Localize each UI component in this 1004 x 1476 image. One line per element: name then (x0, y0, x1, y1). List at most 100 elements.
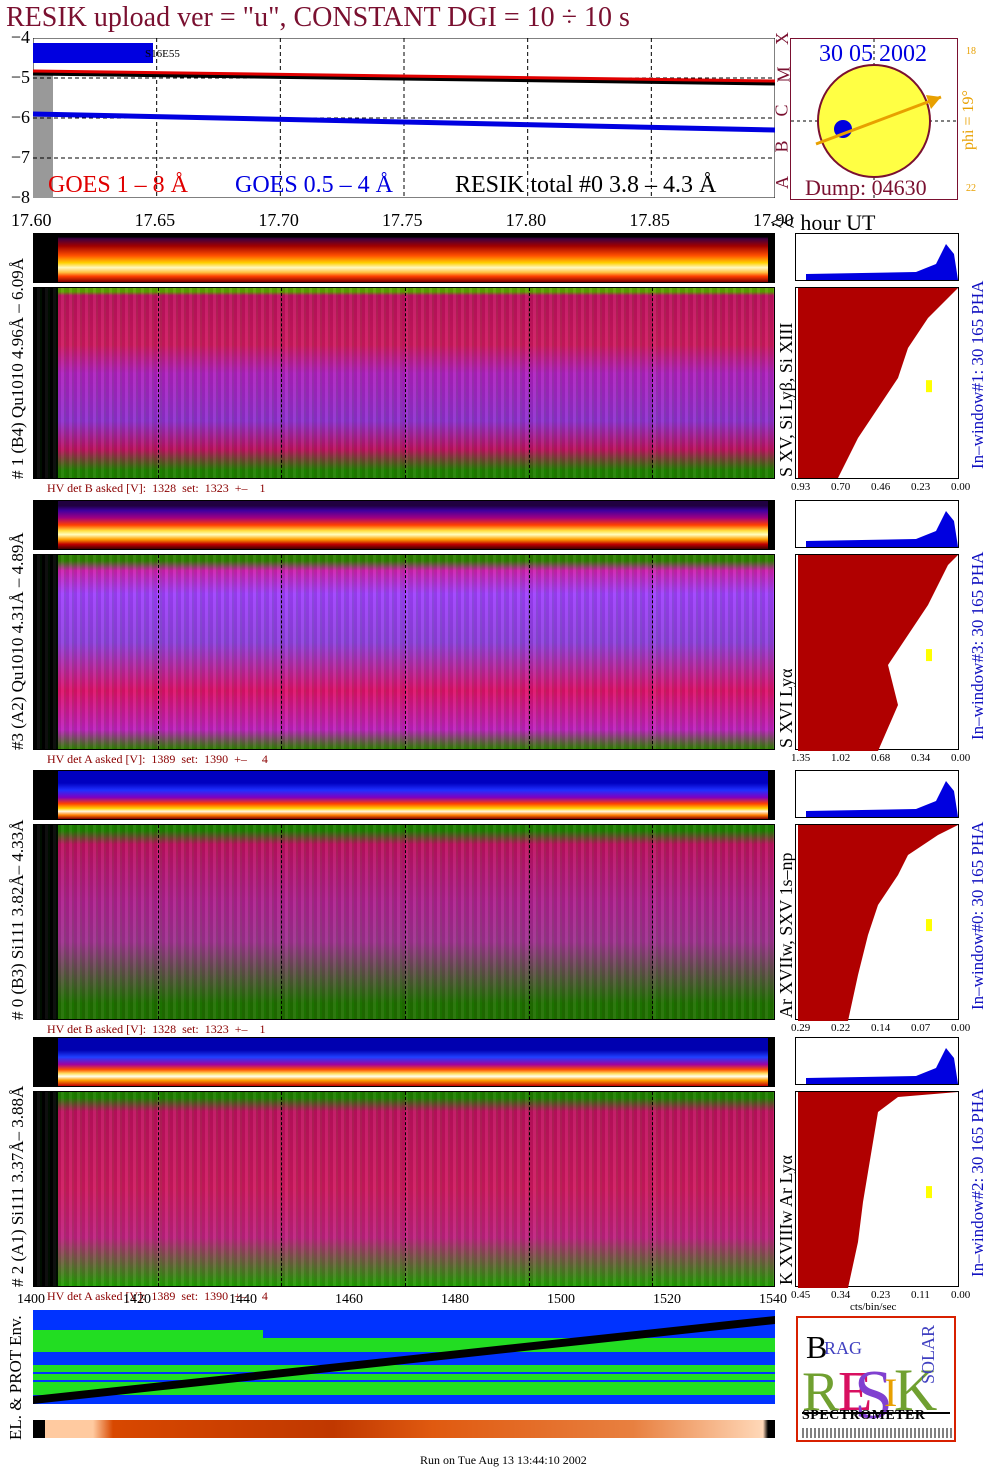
resik-logo: B RAG R E S I K SOLAR SPECTROMETER (796, 1316, 956, 1442)
channel-3-pha-tick: 0.00 (951, 1289, 971, 1301)
env-panel (33, 1310, 775, 1404)
svg-text:I: I (884, 1370, 897, 1415)
channel-3-pha-label: In–window#2: 30 165 PHA (968, 1088, 987, 1277)
phi-side-top: 18 (966, 46, 976, 57)
channel-3-spectrogram (33, 1091, 775, 1287)
channel-3-pha-tick: 0.23 (871, 1289, 891, 1301)
legend-resik: RESIK total #0 3.8 – 4.3 Å (455, 172, 717, 198)
channel-1-pha-tick: 1.35 (791, 752, 811, 764)
channel-0-pha-top (795, 233, 959, 281)
footer-run-info: Run on Tue Aug 13 13:44:10 2002 (420, 1453, 587, 1467)
svg-text:RAG: RAG (824, 1338, 862, 1358)
channel-2-pha-tick: 0.14 (871, 1022, 891, 1034)
channel-2-hv-text: HV det B asked [V]: 1328 set: 1323 +– 1 (47, 1022, 266, 1036)
goes-plot-svg (33, 38, 775, 198)
svg-text:B: B (806, 1329, 827, 1365)
channel-1-hv-text: HV det A asked [V]: 1389 set: 1390 +– 4 (47, 752, 268, 766)
goes-header-bar (33, 43, 153, 63)
channel-2-line-label: Ar XVIIw, SXV 1s–np (776, 852, 796, 1019)
goes-gray-bar (33, 73, 53, 198)
goes-ytick-label: −8 (10, 187, 30, 207)
channel-2-pha-top (795, 770, 959, 818)
legend-goes-red: GOES 1 – 8 Å (48, 172, 189, 198)
channel-0-pha-tick: 0.00 (951, 481, 971, 493)
hour-xtick-label: 17.75 (382, 210, 423, 230)
hour-axis-label: << hour UT (770, 210, 876, 235)
hour-xtick-label: 17.85 (629, 210, 670, 230)
channel-3-line-label: K XVIIIw Ar Lyα (776, 1155, 796, 1285)
channel-1-time-strip (33, 500, 775, 550)
svg-text:SOLAR: SOLAR (918, 1325, 938, 1384)
phi-label: phi = 19° (960, 90, 977, 150)
channel-0-left-label: # 1 (B4) Qu1010 4.96Å – 6.09Å (8, 258, 27, 479)
channel-1-spectrogram (33, 554, 775, 750)
goes-series-line-0 (33, 69, 775, 85)
page-title: RESIK upload ver = "u", CONSTANT DGI = 1… (6, 2, 630, 33)
channel-1-pha-tick: 0.68 (871, 752, 891, 764)
hour-xtick-label: 17.65 (134, 210, 176, 230)
channel-1-pha-tick: 1.02 (831, 752, 851, 764)
bottom-xtick-label: 1440 (229, 1292, 257, 1307)
goes-ytick-label: −4 (10, 27, 30, 47)
logo-fineprint (802, 1428, 952, 1438)
goes-ytick-label: −7 (10, 147, 30, 167)
sun-panel: 30 05 2002 Dump: 04630 (790, 38, 958, 200)
channel-3-time-strip (33, 1037, 775, 1087)
phi-arrow (815, 95, 942, 146)
env-svg (33, 1310, 775, 1404)
goes-plot: S16E55 (33, 38, 775, 198)
channel-3-left-label: # 2 (A1) Si111 3.37Å– 3.88Å (8, 1085, 27, 1287)
channel-3-pha-top (795, 1037, 959, 1085)
env-diagonal-line (33, 1316, 775, 1404)
goes-ytick-label: −6 (10, 107, 30, 127)
channel-0-spectrogram (33, 287, 775, 479)
channel-1-pha-tick: 0.00 (951, 752, 971, 764)
bottom-xtick-label: 1520 (653, 1292, 681, 1307)
logo-svg: B RAG R E S I K SOLAR (802, 1325, 950, 1434)
channel-2-pha-histogram (795, 824, 959, 1021)
channel-1-line-label: S XVI Lyα (776, 668, 796, 748)
channel-2-pha-label: In–window#0: 30 165 PHA (968, 821, 987, 1010)
channel-0-hv-text: HV det B asked [V]: 1328 set: 1323 +– 1 (47, 481, 266, 495)
channel-0-pha-label: In–window#1: 30 165 PHA (968, 280, 987, 469)
channel-1-pha-tick: 0.34 (911, 752, 931, 764)
hour-xtick-label: 17.60 (11, 210, 52, 230)
channel-0-pha-tick: 0.46 (871, 481, 891, 493)
channel-3-pha-tick: 0.11 (911, 1289, 930, 1301)
channel-0-pha-histogram (795, 287, 959, 479)
channel-3-pha-xlabel: cts/bin/sec (850, 1301, 897, 1313)
channel-1-pha-top (795, 500, 959, 548)
channel-0-pha-tick: 0.23 (911, 481, 931, 493)
logo-spectrometer: SPECTROMETER (802, 1408, 926, 1423)
bottom-xtick-label: 1400 (17, 1292, 45, 1307)
channel-3-pha-histogram (795, 1091, 959, 1288)
env-label: EL. & PROT Env. (6, 1315, 25, 1440)
channel-1-pha-label: In–window#3: 30 165 PHA (968, 551, 987, 740)
channel-0-pha-tick: 0.93 (791, 481, 811, 493)
orange-strip (33, 1420, 775, 1438)
channel-1-left-label: #3 (A2) Qu1010 4.31Å – 4.89Å (8, 532, 27, 750)
channel-2-pha-tick: 0.00 (951, 1022, 971, 1034)
hour-xtick-label: 17.90 (753, 210, 794, 230)
goes-ytick-label: −5 (10, 67, 30, 87)
hour-xtick-label: 17.70 (258, 210, 299, 230)
channel-3-pha-tick: 0.45 (791, 1289, 811, 1301)
channel-0-pha-tick: 0.70 (831, 481, 851, 493)
channel-0-time-strip (33, 233, 775, 283)
goes-series-line-2 (33, 72, 775, 86)
goes-series-line-1 (33, 111, 775, 133)
channel-3-hv-text: HV det A asked [V]: 1389 set: 1390 +– 4 (47, 1289, 268, 1303)
channel-3-pha-tick: 0.34 (831, 1289, 851, 1301)
channel-2-pha-tick: 0.29 (791, 1022, 811, 1034)
sun-svg (791, 39, 957, 199)
bottom-xtick-label: 1500 (547, 1292, 575, 1307)
channel-2-pha-tick: 0.22 (831, 1022, 851, 1034)
channel-1-pha-histogram (795, 554, 959, 751)
phi-side-bottom: 22 (966, 183, 976, 194)
dump-label: Dump: 04630 (805, 175, 927, 200)
channel-0-line-label: S XV, Si Lyβ, Si XIII (776, 322, 796, 477)
goes-annotation: S16E55 (145, 48, 180, 60)
channel-2-spectrogram (33, 824, 775, 1020)
channel-2-pha-tick: 0.07 (911, 1022, 931, 1034)
date-label: 30 05 2002 (819, 41, 927, 67)
